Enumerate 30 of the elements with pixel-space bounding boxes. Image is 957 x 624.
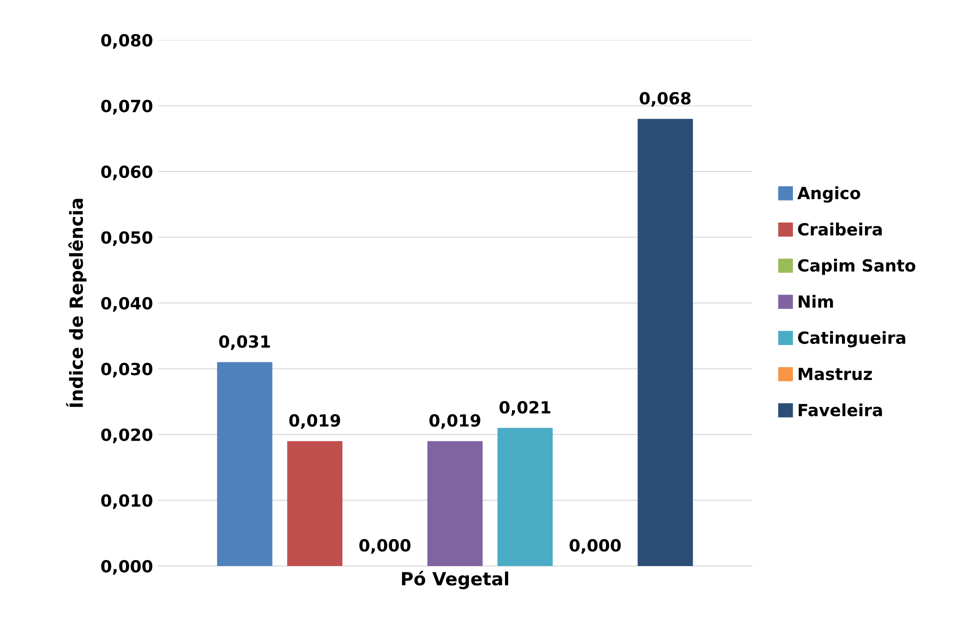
x-tick-label: Pó Vegetal xyxy=(402,570,508,590)
bar xyxy=(287,441,342,566)
y-tick-label: 0,010 xyxy=(101,494,152,509)
legend-label: Catingueira xyxy=(798,331,906,348)
y-tick-label: 0,050 xyxy=(101,231,152,246)
legend-label: Faveleira xyxy=(798,403,882,416)
legend-label: Capim Santo xyxy=(798,258,916,275)
legend-label: Angico xyxy=(797,186,860,203)
y-tick-label: 0,060 xyxy=(101,165,152,180)
legend-label: Craibeira xyxy=(798,222,882,236)
legend-label: Nim xyxy=(798,294,833,308)
text: 0,019 xyxy=(289,414,340,429)
bar xyxy=(638,118,693,566)
text: 0,031 xyxy=(219,335,270,350)
text: 0,000 xyxy=(570,539,621,554)
text: 0,068 xyxy=(640,92,691,107)
bar xyxy=(497,428,553,566)
text: 0,021 xyxy=(500,400,550,416)
y-tick-label: 0,000 xyxy=(101,560,152,575)
legend-label: Mastruz xyxy=(798,368,872,380)
y-axis-title: Índice de Repelência xyxy=(66,198,87,407)
bar xyxy=(217,362,272,566)
text: 0,019 xyxy=(429,414,480,429)
y-tick-label: 0,030 xyxy=(101,362,152,378)
y-tick-label: 0,080 xyxy=(101,34,152,49)
bar xyxy=(427,441,483,566)
y-tick-label: 0,040 xyxy=(101,296,152,312)
y-tick-label: 0,020 xyxy=(101,428,152,444)
y-tick-label: 0,070 xyxy=(101,100,152,114)
text: 0,000 xyxy=(359,539,410,554)
